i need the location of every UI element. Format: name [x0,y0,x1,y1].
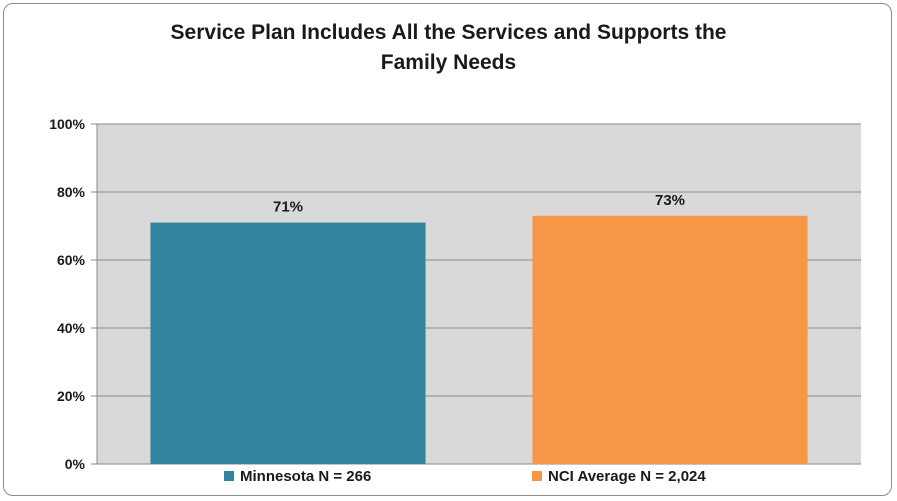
legend: Minnesota N = 266 NCI Average N = 2,024 [224,468,706,485]
legend-entry: NCI Average N = 2,024 [548,468,706,485]
legend-swatch [224,471,234,481]
y-tick-label: 60% [57,252,86,268]
data-labels: 71% 73% [273,192,685,216]
data-label: 71% [273,199,303,216]
y-tick-label: 0% [65,456,86,472]
chart-title-line-2: Family Needs [380,51,517,74]
y-tick-label: 100% [49,116,85,132]
chart-title-line-1: Service Plan Includes All the Services a… [170,21,727,44]
y-tick-label: 20% [57,388,86,404]
legend-entry: Minnesota N = 266 [240,468,371,485]
y-tick-label: 80% [57,184,86,200]
bars [150,215,808,464]
bar-minnesota [150,222,426,464]
y-tick-label: 40% [57,320,86,336]
y-axis: 0% 20% 40% 60% 80% 100% [49,116,98,472]
chart-title: Service Plan Includes All the Services a… [0,18,897,78]
data-label: 73% [655,192,685,209]
bar-nci-average [532,215,808,464]
legend-swatch [532,471,542,481]
